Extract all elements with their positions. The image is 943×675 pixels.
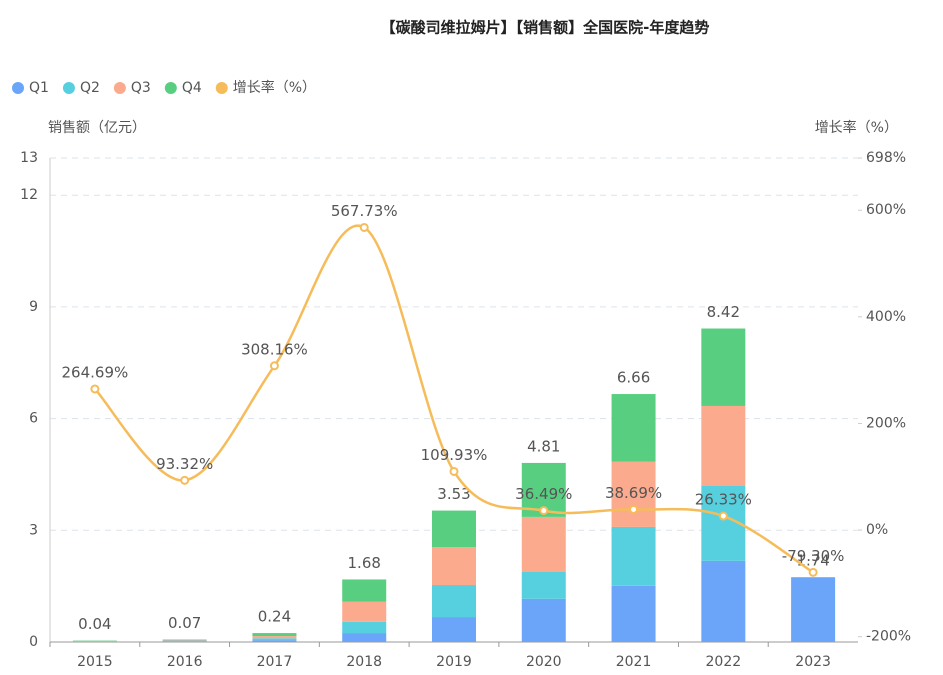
x-tick-label: 2020 bbox=[526, 654, 562, 670]
bar-segment bbox=[432, 585, 476, 618]
growth-point bbox=[808, 567, 818, 577]
bar-segment bbox=[521, 598, 566, 642]
bar-segment bbox=[432, 617, 476, 642]
legend-label: 增长率（%） bbox=[233, 79, 316, 96]
bar-segment bbox=[252, 640, 297, 642]
y2-tick-label: 600% bbox=[866, 202, 906, 218]
growth-label: 36.49% bbox=[515, 485, 572, 503]
y-tick-label: 3 bbox=[29, 522, 38, 538]
total-label: 0.04 bbox=[78, 615, 111, 633]
legend-label: Q1 bbox=[29, 80, 49, 96]
growth-point bbox=[180, 475, 190, 485]
bar-segment bbox=[611, 585, 656, 642]
x-tick-label: 2022 bbox=[706, 654, 742, 670]
total-label: 3.53 bbox=[437, 485, 470, 503]
legend-marker bbox=[164, 82, 177, 94]
bar-segment bbox=[701, 328, 746, 406]
x-tick-label: 2015 bbox=[77, 654, 113, 670]
bar-segment bbox=[342, 621, 387, 634]
growth-point bbox=[359, 222, 369, 232]
growth-point bbox=[449, 466, 459, 476]
y2-tick-label: -200% bbox=[866, 629, 911, 645]
bar-segment bbox=[162, 639, 207, 641]
bar-segment bbox=[252, 638, 297, 641]
bar-segment bbox=[162, 641, 207, 642]
bar-segment bbox=[611, 394, 656, 462]
growth-label: 26.33% bbox=[695, 491, 752, 509]
y2-axis-label: 增长率（%） bbox=[815, 119, 898, 136]
bar-segment bbox=[252, 636, 297, 639]
legend-marker bbox=[62, 82, 75, 94]
legend-label: Q3 bbox=[131, 80, 151, 96]
growth-point bbox=[629, 504, 639, 514]
y-tick-label: 0 bbox=[29, 634, 38, 650]
growth-point bbox=[539, 506, 549, 516]
total-label: 1.68 bbox=[348, 554, 381, 572]
bar-segment bbox=[342, 579, 387, 602]
bar-segment bbox=[521, 572, 566, 599]
x-tick-label: 2018 bbox=[346, 654, 382, 670]
total-label: 8.42 bbox=[707, 303, 740, 321]
total-label: 6.66 bbox=[617, 369, 650, 387]
bar-segment bbox=[432, 547, 476, 586]
growth-label: -79.30% bbox=[782, 547, 845, 565]
chart-title: 【碳酸司维拉姆片】【销售额】全国医院-年度趋势 bbox=[381, 19, 710, 37]
legend-marker bbox=[215, 82, 228, 94]
legend-label: Q2 bbox=[80, 80, 100, 96]
growth-point bbox=[269, 361, 279, 371]
total-label: 0.24 bbox=[258, 608, 291, 626]
y2-tick-label: 400% bbox=[866, 309, 906, 325]
x-tick-label: 2016 bbox=[167, 654, 203, 670]
growth-label: 38.69% bbox=[605, 484, 662, 502]
bar-segment bbox=[611, 461, 656, 527]
growth-label: 264.69% bbox=[62, 363, 129, 381]
growth-label: 308.16% bbox=[241, 340, 308, 358]
bar-segment bbox=[521, 516, 566, 573]
bar-segment bbox=[432, 510, 476, 548]
y-tick-label: 6 bbox=[29, 411, 38, 427]
total-label: 0.07 bbox=[168, 614, 201, 632]
legend-marker bbox=[12, 82, 24, 94]
growth-point bbox=[90, 384, 100, 394]
legend-marker bbox=[113, 82, 126, 94]
y2-tick-label: 0% bbox=[866, 522, 888, 538]
growth-point bbox=[718, 511, 728, 521]
bar-segment bbox=[252, 633, 297, 637]
growth-label: 109.93% bbox=[421, 446, 488, 464]
x-tick-label: 2021 bbox=[616, 654, 652, 670]
bar-segment bbox=[611, 526, 656, 586]
y-axis-label: 销售额（亿元） bbox=[48, 120, 146, 136]
y-tick-label: 9 bbox=[29, 299, 38, 315]
total-label: 4.81 bbox=[527, 437, 560, 455]
growth-label: 93.32% bbox=[156, 455, 213, 473]
y-tick-label: 13 bbox=[20, 150, 38, 166]
bar-segment bbox=[342, 601, 387, 622]
y-tick-label: 12 bbox=[20, 187, 38, 203]
bar-segment bbox=[162, 640, 207, 642]
x-tick-label: 2023 bbox=[795, 654, 831, 670]
bar-segment bbox=[342, 633, 387, 642]
bar-segment bbox=[701, 405, 746, 487]
x-tick-label: 2019 bbox=[436, 654, 472, 670]
legend-label: Q4 bbox=[182, 80, 202, 96]
y2-tick-label: 200% bbox=[866, 415, 906, 431]
bar-segment bbox=[701, 560, 746, 642]
x-tick-label: 2017 bbox=[257, 654, 293, 670]
bar-segment bbox=[791, 577, 836, 642]
growth-line bbox=[93, 224, 814, 574]
y2-tick-label: 698% bbox=[866, 150, 906, 166]
growth-label: 567.73% bbox=[331, 202, 398, 220]
